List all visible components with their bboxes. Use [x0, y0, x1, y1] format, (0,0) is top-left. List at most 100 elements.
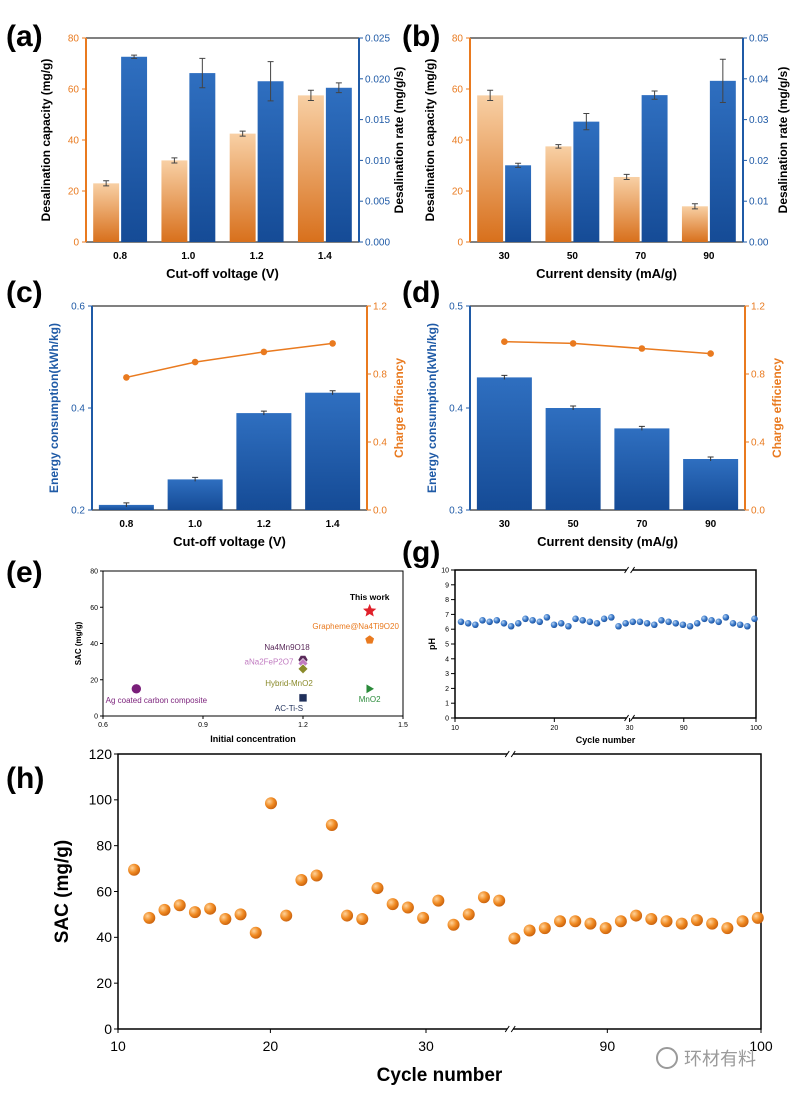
x-tick-label: 20 — [263, 1038, 279, 1054]
x-tick-label: 50 — [567, 251, 579, 262]
cycle-point — [341, 909, 354, 922]
left-tick-label: 0.4 — [449, 404, 463, 415]
x-axis-title: Cut-off voltage (V) — [166, 266, 279, 281]
panel-h-label: (h) — [6, 762, 44, 795]
comparison-point-label: Ag coated carbon composite — [106, 696, 208, 705]
cycle-point — [715, 618, 723, 626]
capacity-error-bar — [623, 173, 630, 181]
cycle-point — [417, 911, 430, 924]
comparison-point-label: Grapheme@Na4Ti9O20 — [312, 622, 399, 631]
cycle-point — [219, 913, 232, 925]
axis-break-mark — [504, 750, 516, 758]
cycle-point — [249, 926, 262, 939]
right-tick-label: 0.05 — [749, 34, 769, 45]
cycle-point — [693, 619, 701, 627]
x-tick-label: 1.0 — [188, 519, 202, 530]
cycle-point — [280, 909, 293, 922]
efficiency-point — [123, 374, 130, 381]
energy-bar — [236, 413, 292, 510]
axis-break-mark — [624, 714, 635, 722]
cycle-point — [690, 914, 703, 927]
y-tick-label: 0 — [445, 715, 449, 722]
cycle-point — [464, 619, 472, 627]
efficiency-point — [260, 348, 268, 356]
right-tick-label: 0.005 — [365, 197, 390, 208]
x-tick-label: 30 — [626, 725, 634, 732]
x-tick-label: 1.4 — [318, 251, 332, 262]
cycle-point — [538, 922, 551, 935]
capacity-error-bar — [239, 130, 246, 137]
efficiency-point — [569, 340, 577, 347]
right-axis-title: Charge efficiency — [392, 358, 406, 458]
axis-break-mark — [504, 1025, 516, 1033]
right-axis-title: Desalination rate (mg/g/s) — [776, 67, 790, 214]
capacity-error-bar — [307, 89, 314, 101]
energy-bar — [98, 504, 154, 510]
cycle-point — [432, 894, 445, 907]
rate-error-bar — [651, 90, 658, 100]
cycle-point — [447, 918, 460, 931]
rate-error-bar — [199, 57, 206, 89]
cycle-point — [665, 618, 672, 626]
cycle-point — [751, 911, 764, 924]
right-tick-label: 1.2 — [373, 302, 387, 313]
cycle-point — [514, 619, 522, 627]
energy-error-bar — [707, 456, 714, 461]
cycle-point — [325, 819, 338, 832]
right-tick-label: 0.02 — [749, 156, 769, 167]
cycle-point — [565, 622, 572, 630]
right-tick-label: 0.0 — [373, 506, 387, 517]
cycle-point — [593, 619, 601, 627]
capacity-bar — [229, 133, 256, 242]
panel-b-label: (b) — [402, 20, 440, 53]
cycle-point — [493, 617, 501, 624]
x-axis-title: Cycle number — [377, 1065, 503, 1086]
x-tick-label: 0.9 — [198, 722, 208, 729]
x-tick-label: 90 — [705, 519, 717, 530]
cycle-point — [204, 902, 217, 915]
y-tick-label: 80 — [96, 838, 112, 854]
right-tick-label: 0.04 — [749, 74, 769, 85]
x-tick-label: 30 — [418, 1038, 434, 1054]
right-axis-title: Charge efficiency — [770, 358, 784, 458]
cycle-point — [706, 917, 719, 930]
axis-break-gap — [507, 751, 514, 757]
right-tick-label: 0.00 — [749, 238, 769, 249]
comparison-point — [364, 634, 375, 645]
y-tick-label: 40 — [96, 929, 112, 945]
x-tick-label: 30 — [499, 519, 511, 530]
right-tick-label: 0.03 — [749, 115, 769, 126]
capacity-bar — [545, 146, 572, 242]
x-tick-label: 1.4 — [326, 519, 340, 530]
comparison-point — [297, 663, 309, 675]
right-tick-label: 0.8 — [373, 370, 387, 381]
rate-error-bar — [131, 54, 138, 59]
y-tick-label: 9 — [445, 582, 449, 589]
right-tick-label: 0.015 — [365, 115, 390, 126]
right-tick-label: 0.010 — [365, 156, 390, 167]
cycle-point — [579, 617, 587, 624]
rate-error-bar — [583, 112, 590, 131]
right-tick-label: 0.020 — [365, 74, 390, 85]
cycle-point — [264, 797, 277, 810]
cycle-point — [234, 908, 247, 921]
cycle-point — [500, 619, 508, 627]
cycle-point — [675, 917, 688, 930]
x-tick-label: 50 — [568, 519, 580, 530]
efficiency-point — [329, 340, 336, 347]
y-axis-title: SAC (mg/g) — [52, 840, 73, 943]
cycle-point — [522, 615, 529, 623]
cycle-point — [736, 915, 749, 928]
cycle-point — [457, 618, 465, 626]
left-tick-label: 0.2 — [71, 506, 85, 517]
cycle-point — [679, 621, 687, 629]
right-tick-label: 0.01 — [749, 197, 769, 208]
capacity-bar — [93, 183, 120, 242]
efficiency-point — [638, 345, 646, 352]
left-axis-title: Desalination capacity (mg/g) — [423, 59, 437, 222]
cycle-point — [508, 932, 521, 945]
cycle-point — [569, 915, 582, 928]
cycle-point — [401, 901, 414, 914]
panel-c-label: (c) — [6, 276, 43, 309]
